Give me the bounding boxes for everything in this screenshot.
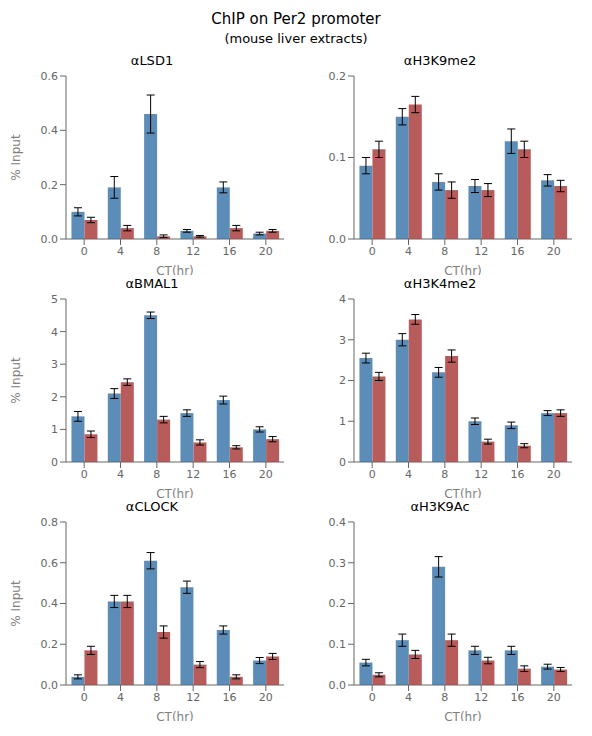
svg-text:16: 16: [223, 691, 237, 704]
svg-text:0.3: 0.3: [329, 557, 347, 570]
svg-text:16: 16: [223, 468, 237, 481]
svg-text:5: 5: [51, 293, 58, 306]
html-text:(mouse liver extracts): (mouse liver extracts): [224, 31, 368, 46]
svg-text:0.6: 0.6: [41, 557, 59, 570]
svg-text:CT(hr): CT(hr): [156, 710, 194, 721]
svg-text:16: 16: [511, 691, 525, 704]
svg-text:20: 20: [259, 245, 273, 258]
svg-text:0: 0: [339, 456, 346, 469]
svg-text:0.0: 0.0: [329, 679, 347, 692]
svg-text:0: 0: [81, 245, 88, 258]
svg-text:0.2: 0.2: [41, 638, 59, 651]
svg-text:CT(hr): CT(hr): [444, 487, 482, 498]
svg-text:0.6: 0.6: [41, 70, 59, 83]
svg-text:4: 4: [405, 468, 412, 481]
svg-text:CT(hr): CT(hr): [444, 264, 482, 275]
svg-text:0.2: 0.2: [329, 70, 347, 83]
svg-text:0.8: 0.8: [41, 516, 59, 529]
svg-text:0.0: 0.0: [41, 233, 59, 246]
svg-text:0.1: 0.1: [329, 638, 347, 651]
svg-text:0: 0: [81, 691, 88, 704]
svg-text:% Input: % Input: [9, 580, 23, 627]
html-text:αH3K9me2: αH3K9me2: [403, 53, 477, 68]
svg-text:4: 4: [117, 245, 124, 258]
svg-text:12: 12: [474, 245, 488, 258]
svg-text:8: 8: [441, 245, 448, 258]
svg-text:2: 2: [339, 374, 346, 387]
svg-text:0.0: 0.0: [329, 233, 347, 246]
svg-text:0: 0: [369, 691, 376, 704]
svg-text:8: 8: [441, 468, 448, 481]
svg-text:0.4: 0.4: [41, 597, 59, 610]
html-text:ChIP on Per2 promoter: ChIP on Per2 promoter: [211, 10, 381, 28]
svg-text:CT(hr): CT(hr): [156, 487, 194, 498]
svg-text:0: 0: [81, 468, 88, 481]
svg-text:4: 4: [117, 691, 124, 704]
svg-text:12: 12: [186, 691, 200, 704]
svg-text:8: 8: [153, 468, 160, 481]
svg-text:12: 12: [186, 468, 200, 481]
svg-text:2: 2: [51, 391, 58, 404]
svg-text:0: 0: [51, 456, 58, 469]
svg-text:4: 4: [117, 468, 124, 481]
svg-text:8: 8: [153, 245, 160, 258]
svg-text:0.1: 0.1: [329, 151, 347, 164]
svg-text:12: 12: [186, 245, 200, 258]
svg-text:3: 3: [339, 334, 346, 347]
svg-text:0.4: 0.4: [41, 124, 59, 137]
svg-text:% Input: % Input: [9, 134, 23, 181]
svg-text:8: 8: [153, 691, 160, 704]
svg-text:8: 8: [441, 691, 448, 704]
html-text:αH3K4me2: αH3K4me2: [403, 276, 477, 291]
svg-text:0: 0: [369, 468, 376, 481]
svg-text:4: 4: [51, 326, 58, 339]
html-text:αBMAL1: αBMAL1: [125, 276, 179, 291]
svg-text:3: 3: [51, 358, 58, 371]
svg-text:4: 4: [405, 691, 412, 704]
svg-text:0.2: 0.2: [329, 597, 347, 610]
html-text:αH3K9Ac: αH3K9Ac: [410, 499, 470, 514]
svg-text:12: 12: [474, 691, 488, 704]
svg-text:0.2: 0.2: [41, 179, 59, 192]
svg-text:1: 1: [51, 423, 58, 436]
svg-text:CT(hr): CT(hr): [444, 710, 482, 721]
svg-text:20: 20: [547, 468, 561, 481]
svg-text:0: 0: [369, 245, 376, 258]
svg-text:12: 12: [474, 468, 488, 481]
svg-text:1: 1: [339, 415, 346, 428]
svg-text:CT(hr): CT(hr): [156, 264, 194, 275]
svg-text:16: 16: [511, 245, 525, 258]
svg-text:4: 4: [405, 245, 412, 258]
svg-text:16: 16: [223, 245, 237, 258]
svg-text:4: 4: [339, 293, 346, 306]
svg-text:20: 20: [259, 691, 273, 704]
html-text:αLSD1: αLSD1: [130, 53, 174, 68]
svg-text:0.0: 0.0: [41, 679, 59, 692]
svg-text:0.4: 0.4: [329, 516, 347, 529]
html-text:αCLOCK: αCLOCK: [125, 499, 179, 514]
svg-text:% Input: % Input: [9, 357, 23, 404]
svg-text:20: 20: [547, 691, 561, 704]
svg-text:20: 20: [259, 468, 273, 481]
svg-text:20: 20: [547, 245, 561, 258]
svg-text:16: 16: [511, 468, 525, 481]
